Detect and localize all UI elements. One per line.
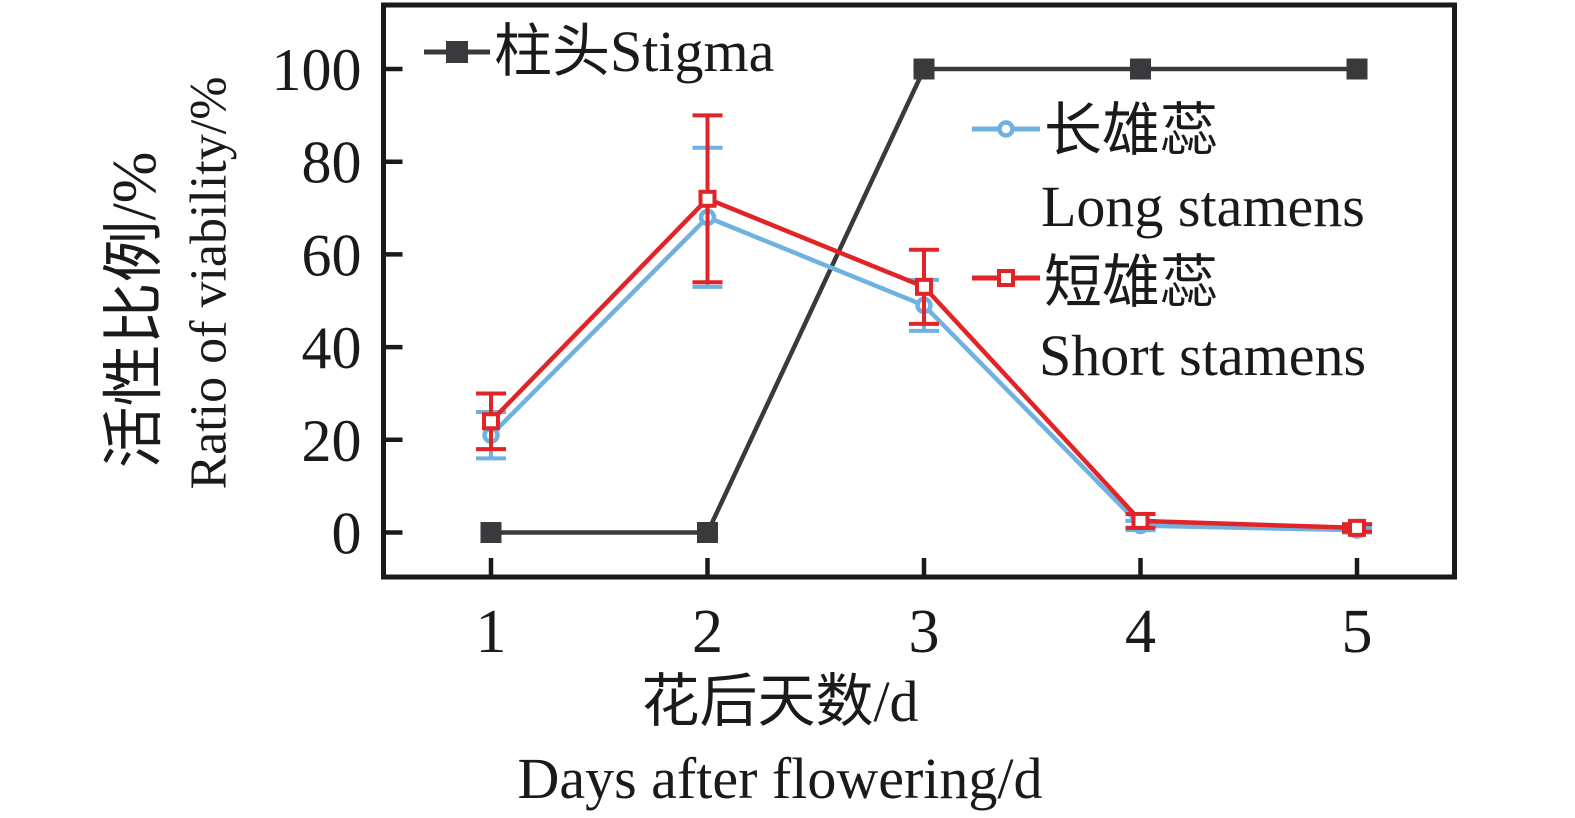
marker-short-stamens: [1348, 518, 1366, 537]
y-tick-label: 60: [302, 222, 362, 288]
marker-stigma: [1130, 58, 1151, 80]
y-axis-title-zh: 活性比例/%: [101, 151, 169, 469]
marker-short-stamens: [1131, 511, 1150, 530]
x-axis-title-en: Days after flowering/d: [517, 746, 1043, 811]
x-axis-title-zh: 花后天数/d: [641, 669, 919, 734]
long-stamens-legend-marker: [972, 120, 1040, 138]
marker-stigma: [1346, 58, 1368, 80]
plot-frame: [381, 2, 1457, 580]
marker-stigma: [480, 522, 502, 543]
marker-short-stamens: [482, 412, 500, 431]
legend-short-stamens-label-zh: 短雄蕊: [1044, 250, 1219, 315]
y-tick-label: 40: [302, 315, 362, 381]
x-tick-label: 2: [692, 598, 723, 666]
legend-stigma-label: 柱头Stigma: [494, 19, 775, 84]
marker-short-stamens: [698, 189, 717, 208]
x-tick-label: 4: [1125, 598, 1156, 666]
legend-long-stamens-label-zh: 长雄蕊: [1044, 98, 1219, 163]
legend-short-stamens-label-en: Short stamens: [1039, 323, 1367, 388]
stigma-legend-marker: [424, 41, 490, 63]
x-tick-label: 5: [1342, 598, 1373, 666]
stigma-legend-square-icon: [446, 41, 468, 63]
short-stamens-legend-marker: [972, 269, 1040, 287]
y-tick-label: 80: [302, 130, 362, 196]
marker-stigma: [913, 58, 935, 80]
long-stamens-legend-circle-icon: [997, 120, 1015, 138]
y-axis-title-en: Ratio of viability/%: [180, 76, 238, 490]
marker-stigma: [697, 522, 718, 543]
y-tick-label: 20: [302, 408, 362, 474]
short-stamens-legend-square-icon: [997, 269, 1015, 287]
x-tick-label: 1: [476, 598, 507, 666]
marker-short-stamens: [915, 277, 933, 296]
y-tick-label: 100: [272, 37, 362, 103]
x-tick-label: 3: [909, 598, 940, 666]
legend-long-stamens-label-en: Long stamens: [1041, 174, 1365, 239]
y-tick-label: 0: [332, 501, 362, 567]
